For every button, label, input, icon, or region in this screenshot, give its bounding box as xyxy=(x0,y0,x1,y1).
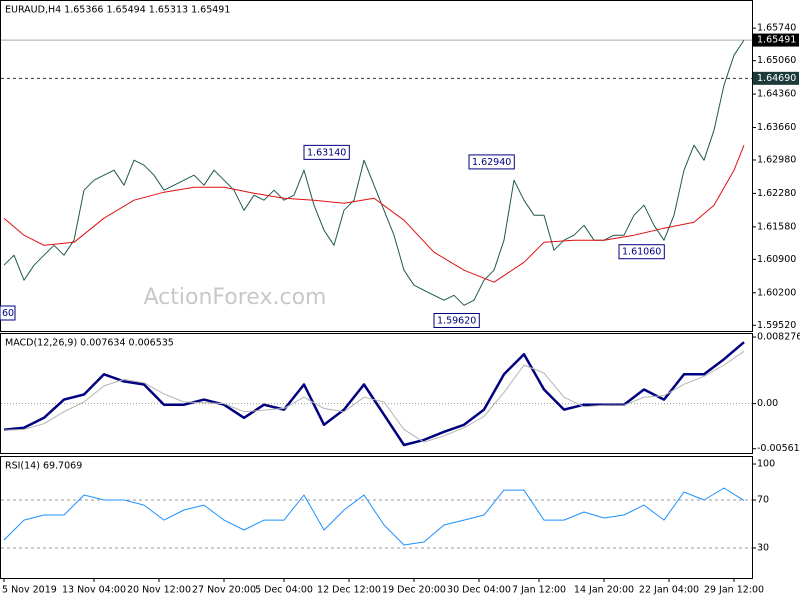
y-tick-label: 1.61580 xyxy=(757,221,796,232)
y-tick-label: 0.008276 xyxy=(757,332,800,343)
annotation-box xyxy=(433,312,480,328)
series-line xyxy=(3,145,745,283)
rsi-panel-frame xyxy=(0,456,753,579)
panel-title: RSI(14) 69.7069 xyxy=(5,461,82,472)
macd-panel-frame xyxy=(0,333,753,454)
x-tick-label: 27 Nov 20:00 xyxy=(192,585,256,596)
panel-title: MACD(12,26,9) 0.007634 0.006535 xyxy=(5,338,174,349)
y-tick-label: 1.60200 xyxy=(757,287,796,298)
price-label: 1.64690 xyxy=(757,73,796,84)
y-tick-label: 30 xyxy=(757,543,769,554)
x-tick-label: 30 Dec 04:00 xyxy=(447,585,511,596)
panel-title: EURAUD,H4 1.65366 1.65494 1.65313 1.6549… xyxy=(5,5,230,16)
y-tick-label: 1.65740 xyxy=(757,23,796,34)
watermark: ActionForex.com xyxy=(144,285,327,310)
x-tick-label: 20 Nov 12:00 xyxy=(127,585,191,596)
clipped-label-box xyxy=(0,305,16,321)
y-tick-label: 0.00 xyxy=(757,398,778,409)
x-tick-label: 13 Nov 04:00 xyxy=(62,585,126,596)
annotation-box xyxy=(618,244,665,260)
y-tick-label: -0.00561 xyxy=(757,443,800,454)
y-tick-label: 1.63660 xyxy=(757,122,796,133)
y-tick-label: 1.59520 xyxy=(757,320,796,331)
x-tick-label: 29 Jan 12:00 xyxy=(704,585,764,596)
price-panel-frame xyxy=(0,0,753,332)
annotation-label: 1.62940 xyxy=(472,157,511,168)
annotation-label: 1.59620 xyxy=(437,315,476,326)
x-tick-label: 14 Jan 20:00 xyxy=(574,585,634,596)
y-tick-label: 1.64360 xyxy=(757,89,796,100)
y-tick-label: 70 xyxy=(757,495,769,506)
y-tick-label: 1.65060 xyxy=(757,55,796,66)
y-tick-label: 100 xyxy=(757,459,775,470)
price-label-box xyxy=(753,33,799,47)
x-tick-label: 19 Dec 20:00 xyxy=(382,585,446,596)
clipped-label: 60 xyxy=(2,308,14,319)
x-tick-label: 12 Dec 12:00 xyxy=(317,585,381,596)
x-tick-label: 5 Nov 2019 xyxy=(2,585,57,596)
price-label-box xyxy=(753,71,799,85)
series-line xyxy=(3,39,745,306)
x-tick-label: 5 Dec 04:00 xyxy=(255,585,313,596)
annotation-label: 1.61060 xyxy=(622,247,661,258)
x-tick-label: 22 Jan 04:00 xyxy=(639,585,699,596)
price-label: 1.65491 xyxy=(757,35,796,46)
series-line xyxy=(3,350,745,443)
annotation-box xyxy=(468,154,515,170)
annotation-label: 1.63140 xyxy=(307,147,346,158)
y-tick-label: 1.62280 xyxy=(757,188,796,199)
y-tick-label: 1.62980 xyxy=(757,155,796,166)
y-tick-label: 1.60900 xyxy=(757,254,796,265)
x-tick-label: 7 Jan 12:00 xyxy=(512,585,566,596)
series-line xyxy=(3,487,745,546)
annotation-box xyxy=(303,144,350,160)
